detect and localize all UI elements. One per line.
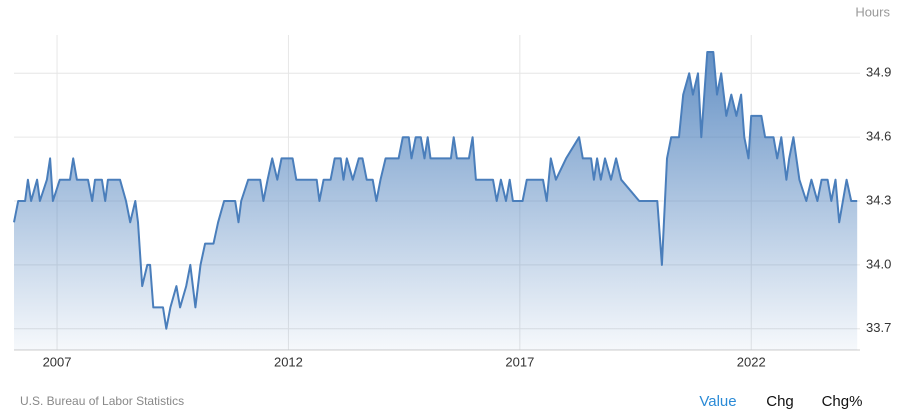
y-tick-label: 34.6: [866, 129, 891, 144]
line: [13, 51, 858, 330]
x-tick-label: 2007: [43, 354, 72, 369]
x-tick-label: 2017: [505, 354, 534, 369]
y-tick-label: 34.0: [866, 256, 891, 271]
value-button[interactable]: Value: [699, 393, 736, 410]
area: [14, 52, 858, 350]
source: U.S. Bureau of Labor Statistics: [20, 394, 184, 408]
x-tick-label: 2022: [737, 354, 766, 369]
y-tick-label: 34.3: [866, 192, 891, 207]
y-tick-label: 34.9: [866, 65, 891, 80]
y-tick-label: 33.7: [866, 320, 891, 335]
unit-label: Hours: [855, 4, 890, 19]
chg-button[interactable]: Chg: [766, 393, 794, 410]
chg-pct-button[interactable]: Chg%: [822, 393, 863, 410]
x-tick-label: 2012: [274, 354, 303, 369]
